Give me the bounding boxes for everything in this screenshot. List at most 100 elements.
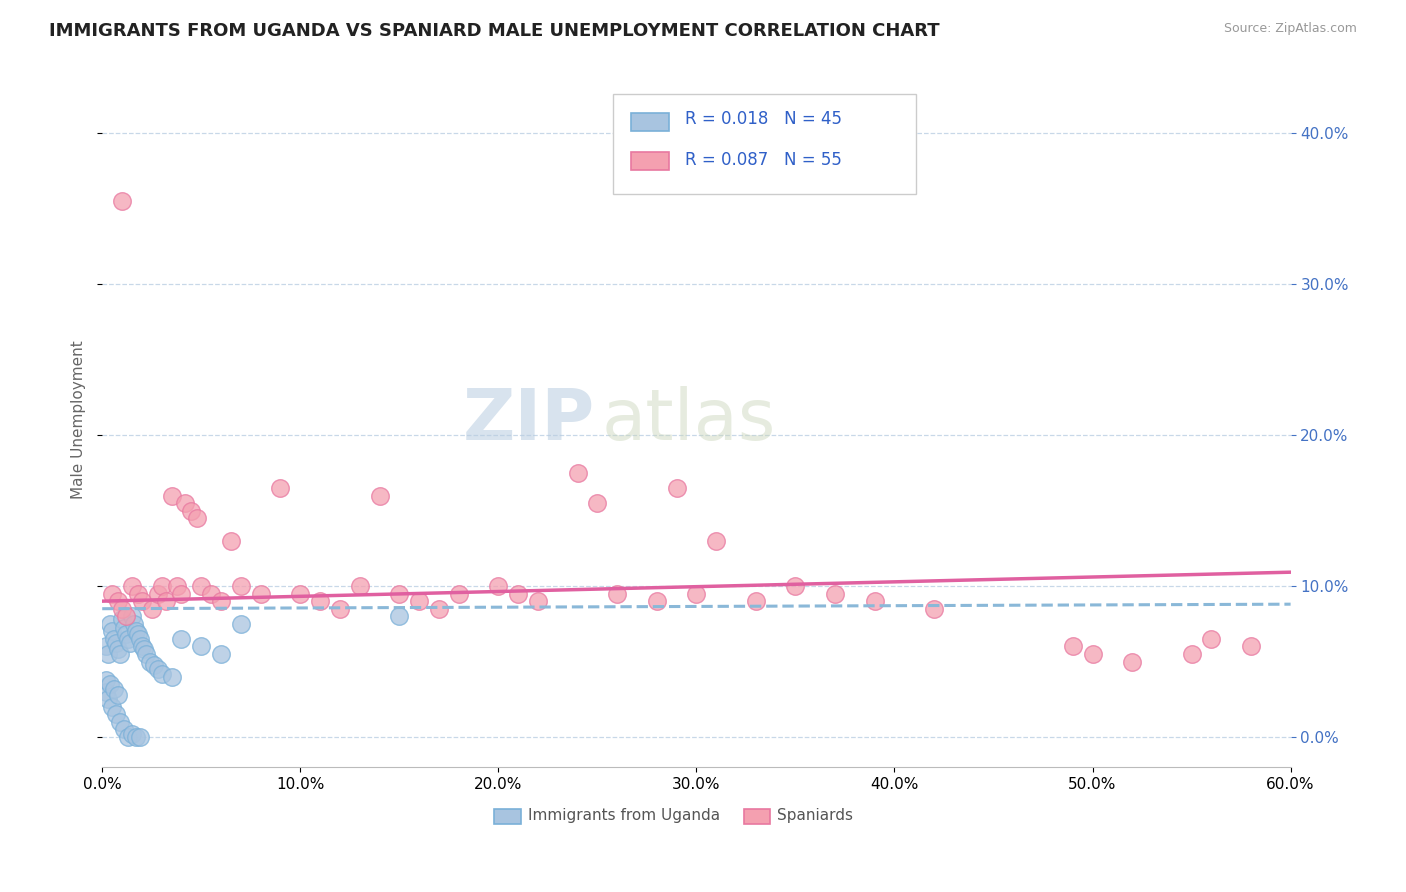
Point — [685, 586, 707, 600]
Point — [209, 647, 232, 661]
Point — [121, 727, 143, 741]
Point — [229, 579, 252, 593]
Point — [1081, 647, 1104, 661]
Point — [1062, 640, 1084, 654]
Point — [101, 699, 124, 714]
Point — [117, 730, 139, 744]
Point — [96, 640, 118, 654]
FancyBboxPatch shape — [631, 112, 669, 130]
Point — [150, 666, 173, 681]
Point — [107, 642, 129, 657]
Point — [141, 601, 163, 615]
Point — [101, 624, 124, 639]
Text: Immigrants from Uganda: Immigrants from Uganda — [527, 808, 720, 823]
Point — [388, 586, 411, 600]
Point — [427, 601, 450, 615]
Point — [135, 647, 157, 661]
Point — [180, 503, 202, 517]
Point — [1240, 640, 1263, 654]
Point — [229, 616, 252, 631]
Point — [174, 496, 197, 510]
Point — [96, 673, 118, 687]
Point — [127, 627, 149, 641]
Point — [142, 657, 165, 672]
Point — [125, 730, 148, 744]
Point — [1121, 655, 1143, 669]
Point — [97, 647, 120, 661]
Point — [586, 496, 609, 510]
Point — [131, 640, 153, 654]
Text: R = 0.087   N = 55: R = 0.087 N = 55 — [685, 151, 841, 169]
Point — [115, 627, 138, 641]
Point — [160, 670, 183, 684]
Point — [388, 609, 411, 624]
Point — [131, 594, 153, 608]
Point — [121, 579, 143, 593]
FancyBboxPatch shape — [631, 153, 669, 170]
Point — [922, 601, 945, 615]
Text: R = 0.018   N = 45: R = 0.018 N = 45 — [685, 111, 842, 128]
Text: atlas: atlas — [602, 385, 776, 455]
Point — [98, 616, 121, 631]
Point — [97, 692, 120, 706]
Point — [447, 586, 470, 600]
FancyBboxPatch shape — [495, 809, 520, 824]
Point — [96, 684, 118, 698]
Point — [107, 594, 129, 608]
Point — [1180, 647, 1202, 661]
Point — [132, 642, 155, 657]
Point — [108, 647, 131, 661]
Point — [190, 640, 212, 654]
Point — [219, 533, 242, 548]
Point — [309, 594, 332, 608]
Point — [186, 511, 208, 525]
Point — [1201, 632, 1223, 646]
Point — [117, 632, 139, 646]
Point — [128, 730, 150, 744]
Point — [112, 621, 135, 635]
Point — [704, 533, 727, 548]
Point — [108, 714, 131, 729]
Point — [107, 688, 129, 702]
Point — [103, 632, 125, 646]
Point — [125, 624, 148, 639]
Point — [606, 586, 628, 600]
Y-axis label: Male Unemployment: Male Unemployment — [72, 341, 86, 500]
Point — [127, 586, 149, 600]
Text: IMMIGRANTS FROM UGANDA VS SPANIARD MALE UNEMPLOYMENT CORRELATION CHART: IMMIGRANTS FROM UGANDA VS SPANIARD MALE … — [49, 22, 939, 40]
Point — [290, 586, 312, 600]
Point — [166, 579, 188, 593]
Point — [170, 586, 193, 600]
Point — [118, 636, 141, 650]
Point — [111, 612, 134, 626]
Point — [349, 579, 371, 593]
Point — [98, 677, 121, 691]
Point — [645, 594, 668, 608]
Point — [190, 579, 212, 593]
Point — [160, 489, 183, 503]
Point — [128, 632, 150, 646]
Point — [146, 662, 169, 676]
Point — [170, 632, 193, 646]
Point — [200, 586, 222, 600]
Point — [745, 594, 768, 608]
Point — [121, 609, 143, 624]
Point — [785, 579, 807, 593]
Point — [139, 655, 162, 669]
Point — [103, 681, 125, 696]
Point — [105, 707, 128, 722]
Point — [408, 594, 430, 608]
Text: ZIP: ZIP — [463, 385, 595, 455]
Text: Source: ZipAtlas.com: Source: ZipAtlas.com — [1223, 22, 1357, 36]
Point — [567, 466, 589, 480]
FancyBboxPatch shape — [744, 809, 770, 824]
Point — [155, 594, 177, 608]
Point — [105, 636, 128, 650]
Point — [486, 579, 509, 593]
Point — [665, 481, 688, 495]
Point — [863, 594, 886, 608]
Point — [146, 586, 169, 600]
Point — [368, 489, 391, 503]
Point — [527, 594, 550, 608]
Point — [508, 586, 530, 600]
